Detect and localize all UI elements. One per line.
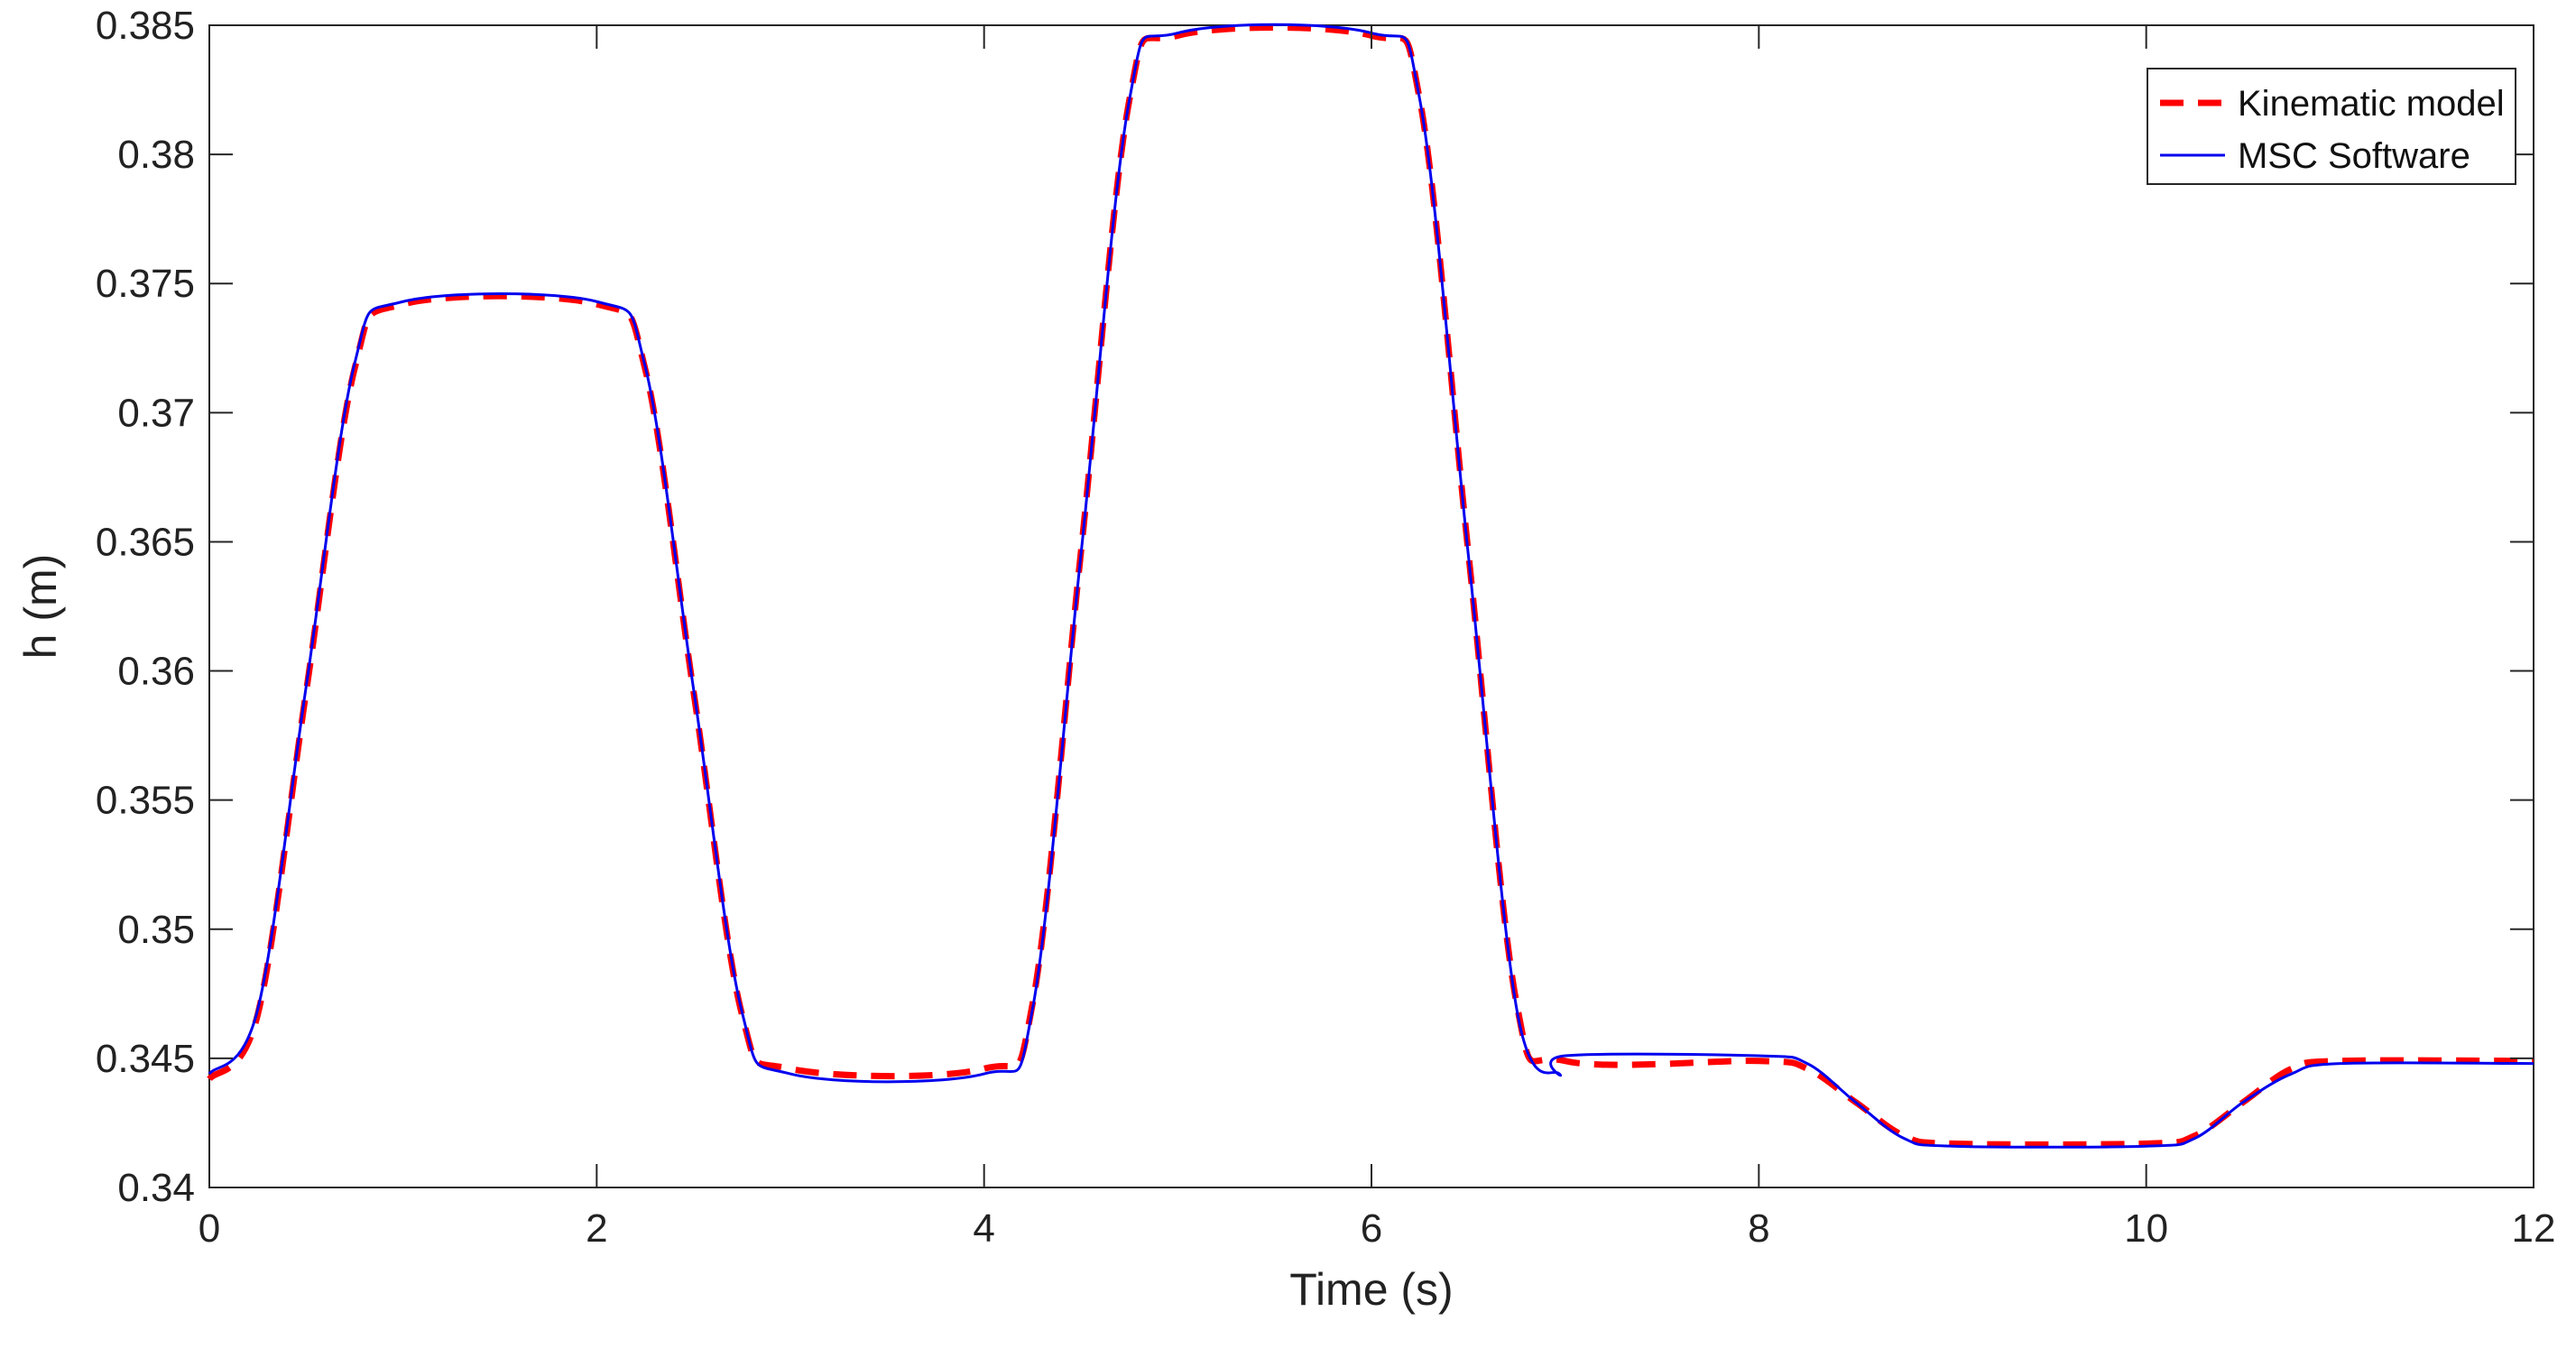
- y-axis-label: h (m): [15, 554, 66, 660]
- x-tick-label: 0: [199, 1206, 220, 1251]
- legend-label: Kinematic model: [2238, 84, 2505, 124]
- legend: Kinematic model MSC Software: [2147, 68, 2516, 185]
- y-tick-label: 0.345: [96, 1037, 195, 1081]
- y-tick-label: 0.375: [96, 262, 195, 306]
- x-axis-ticks: 0 2 4 6 8 10 12: [199, 25, 2556, 1251]
- y-tick-label: 0.36: [117, 650, 195, 694]
- y-tick-label: 0.355: [96, 779, 195, 823]
- y-axis-ticks: 0.34 0.345 0.35 0.355 0.36 0.365 0.37 0.375 0.38…: [96, 4, 2534, 1210]
- y-tick-label: 0.35: [117, 908, 195, 952]
- x-axis-label: Time (s): [1289, 1264, 1453, 1315]
- x-tick-label: 4: [973, 1206, 994, 1251]
- y-tick-label: 0.365: [96, 520, 195, 564]
- y-tick-label: 0.385: [96, 4, 195, 48]
- series-line-kinematic-model: [207, 24, 2534, 1148]
- series-line-msc-software: [208, 23, 2534, 1149]
- y-tick-label: 0.37: [117, 391, 195, 435]
- x-tick-label: 2: [586, 1206, 607, 1251]
- legend-label: MSC Software: [2238, 136, 2470, 176]
- y-tick-label: 0.34: [117, 1166, 195, 1210]
- x-tick-label: 12: [2512, 1206, 2556, 1251]
- legend-box: [2147, 68, 2516, 185]
- y-tick-label: 0.38: [117, 133, 195, 177]
- x-tick-label: 6: [1361, 1206, 1382, 1251]
- x-tick-label: 10: [2124, 1206, 2168, 1251]
- x-tick-label: 8: [1748, 1206, 1769, 1251]
